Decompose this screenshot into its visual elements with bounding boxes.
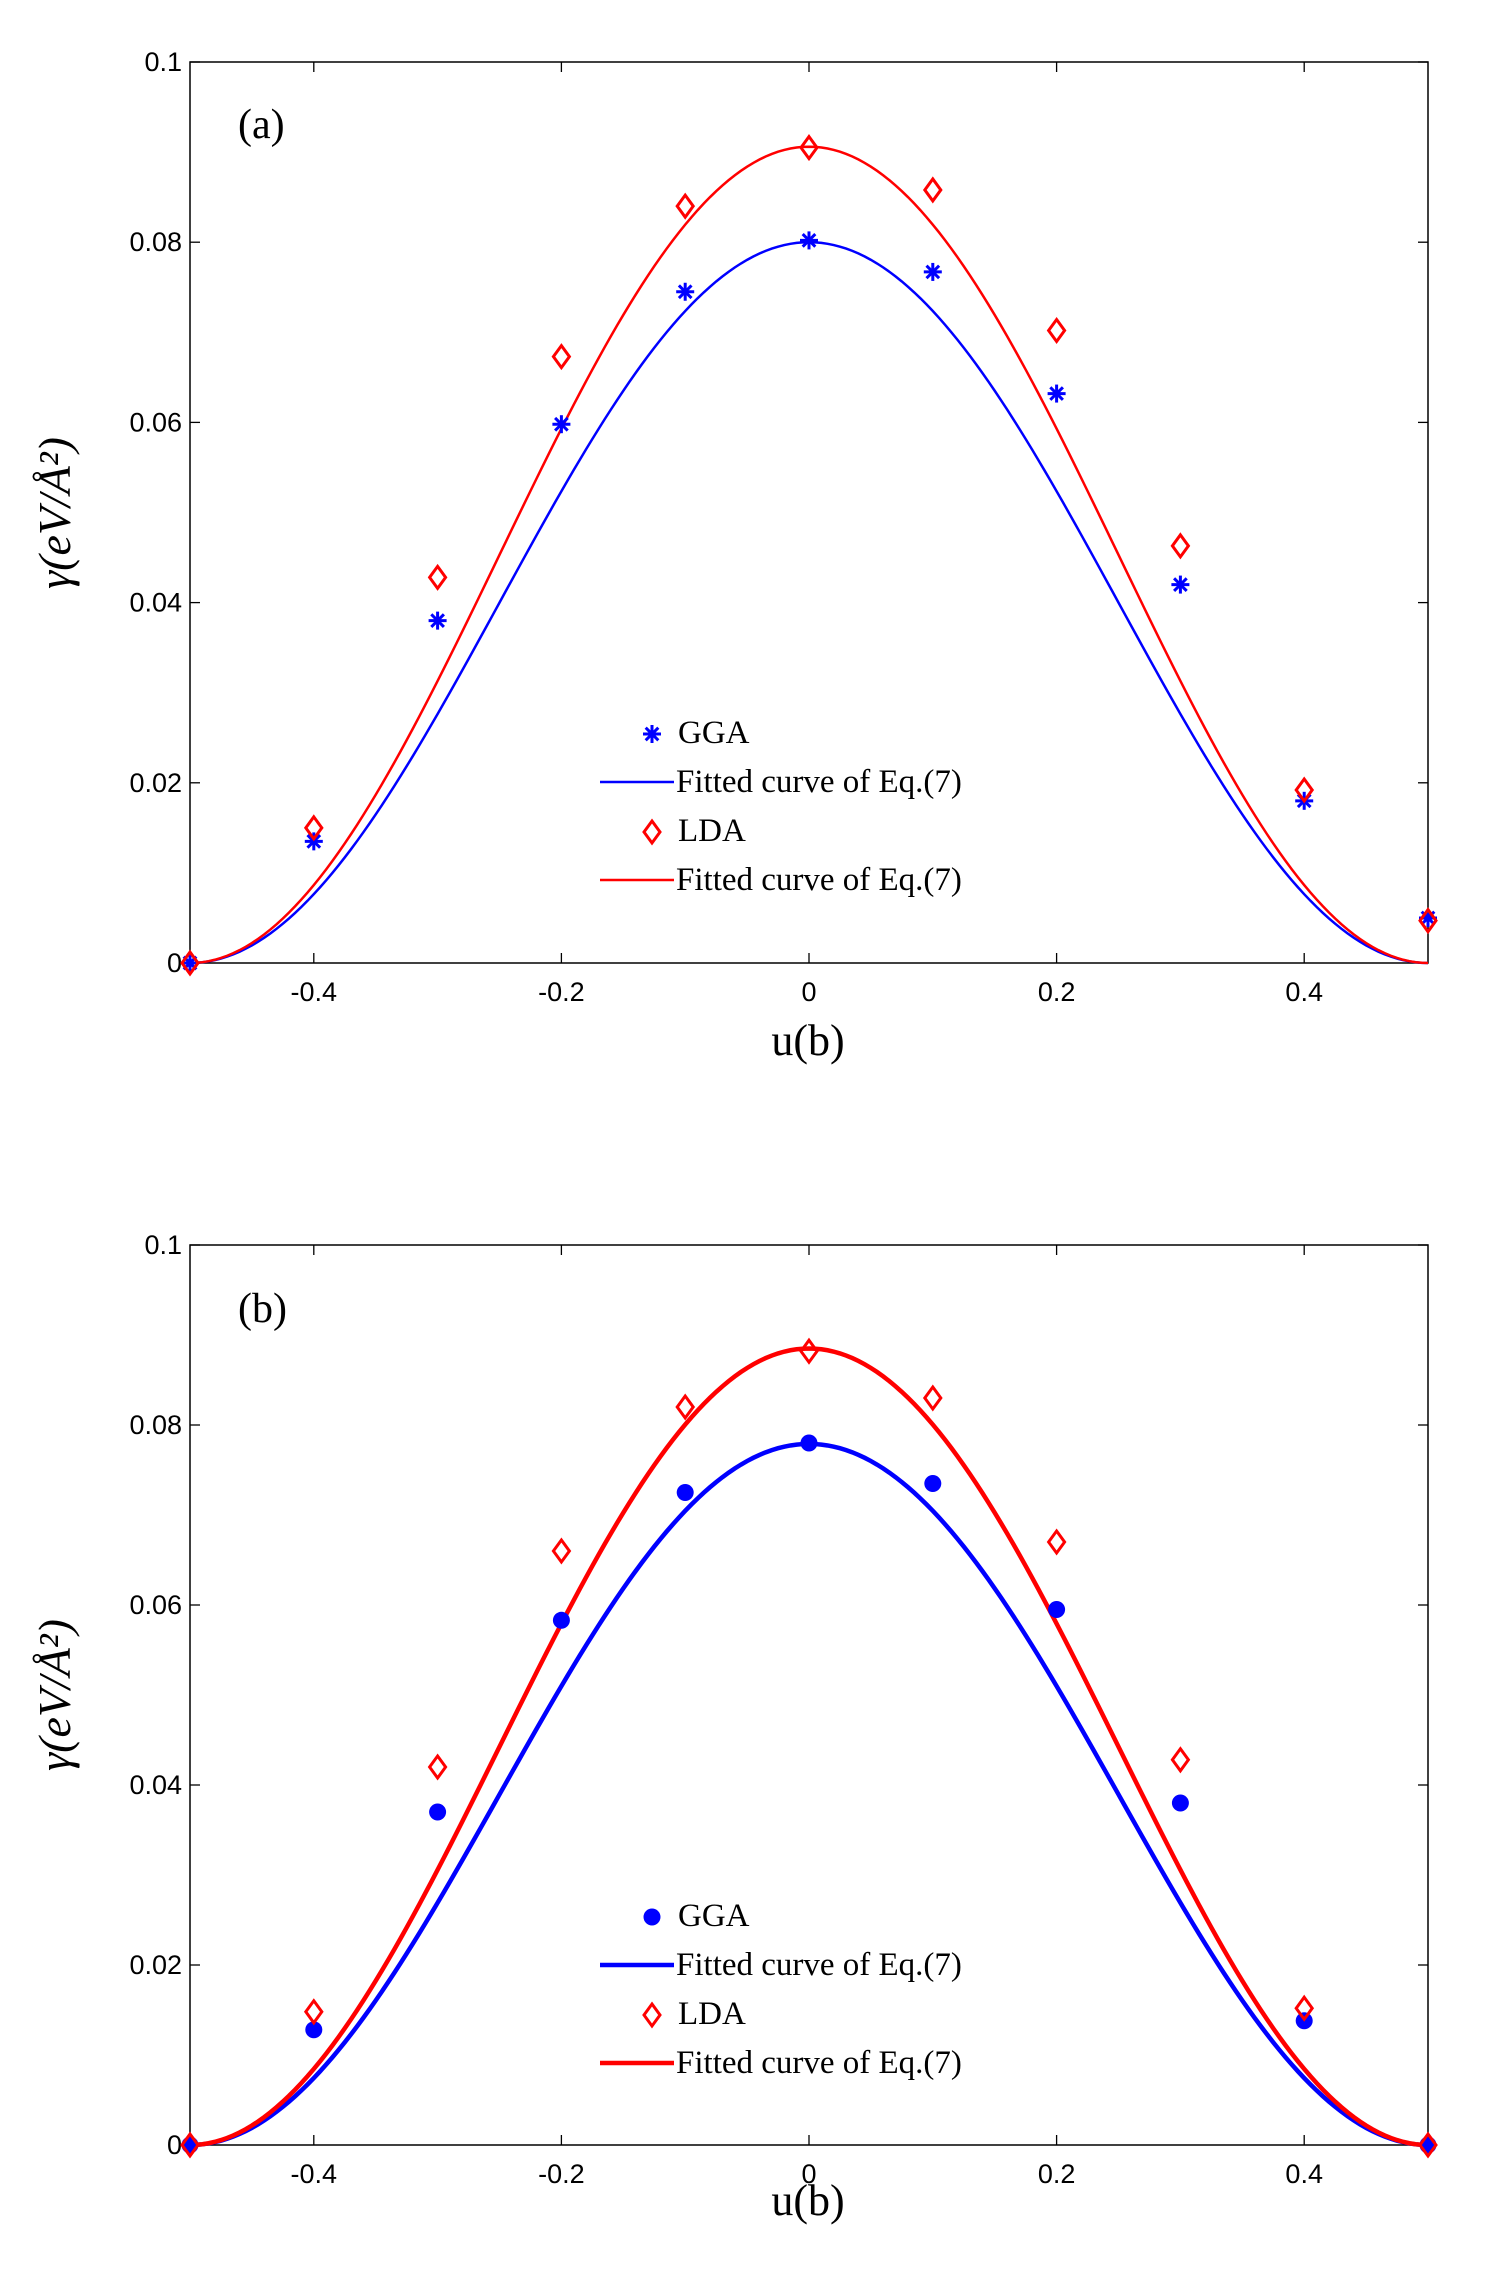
gga-data-point [429, 1803, 447, 1821]
plot-frame [189, 1244, 1429, 2146]
lda-data-point [303, 814, 324, 842]
legend: GGA Fitted curve of Eq.(7) LDA Fitted curve… [600, 715, 962, 898]
lda-data-point [1046, 316, 1067, 345]
gga-data-point [924, 1475, 942, 1492]
lda-data-point [799, 134, 819, 162]
gga-data-point [923, 262, 942, 281]
lda-data-point [1418, 2131, 1438, 2159]
y-tick-label: 0.08 [129, 227, 182, 257]
lda-data-point [551, 1537, 572, 1565]
legend-item: Fitted curve of Eq.(7) [600, 1947, 962, 1983]
gga-data-point [305, 2021, 323, 2039]
plot-frame [189, 61, 1429, 964]
lda-data-point [303, 1998, 324, 2026]
x-axis-label: u(b) [771, 2176, 844, 2225]
chart-panel-a: -0.4 -0.2 0 0.2 0.4 0 0.02 0.04 0.06 0.08 0.1 u(b) γ… [29, 47, 1438, 1065]
y-tick-label: 0.1 [144, 1230, 182, 1260]
lda-data-point [1418, 907, 1438, 935]
y-tick-label: 0.02 [129, 768, 182, 798]
gga-data-point [1047, 384, 1066, 403]
lda-data-point [922, 176, 943, 204]
panel-label: (b) [238, 1286, 287, 1332]
lda-data-point [922, 1384, 943, 1412]
lda-data-point [180, 949, 200, 977]
x-tick-label: 0.2 [1038, 977, 1076, 1007]
gga-data-point [800, 1434, 818, 1452]
x-tick-label: 0.4 [1285, 977, 1323, 1007]
gga-data-point [1171, 575, 1190, 594]
lda-data-point [1170, 532, 1191, 560]
legend-label: LDA [678, 813, 746, 849]
legend-item: Fitted curve of Eq.(7) [600, 764, 962, 800]
legend-marker [642, 818, 662, 846]
gga-data-point [1048, 1601, 1066, 1618]
chart-panel-b: -0.4 -0.2 0 0.2 0.4 0 0.02 0.04 0.06 0.08 0.1 u(b) γ… [29, 1230, 1438, 2225]
x-tick-label: 0 [801, 977, 816, 1007]
legend-marker [643, 725, 661, 743]
legend-item: GGA [643, 715, 750, 751]
legend-label: GGA [678, 715, 750, 751]
legend-item: LDA [642, 813, 746, 849]
y-tick-label: 0.08 [129, 1410, 182, 1440]
lda-data-point [427, 1753, 448, 1781]
y-tick-label: 0.02 [129, 1950, 182, 1980]
legend-label: Fitted curve of Eq.(7) [676, 862, 962, 898]
lda-data-point [799, 1337, 819, 1365]
gga-data-point [676, 1484, 694, 1501]
y-tick-label: 0 [167, 948, 182, 978]
gga-data-point [552, 415, 571, 434]
gga-data-point [428, 611, 447, 630]
y-tick-label: 0.1 [144, 47, 182, 77]
legend-marker [642, 2001, 662, 2029]
legend-label: Fitted curve of Eq.(7) [676, 1947, 962, 1983]
fitted-curve-gga [189, 1441, 1429, 2148]
lda-data-point [1170, 1746, 1191, 1774]
legend-item: LDA [642, 1996, 746, 2032]
legend-label: Fitted curve of Eq.(7) [676, 764, 962, 800]
y-tick-label: 0.06 [129, 407, 182, 437]
x-tick-label: -0.4 [291, 2159, 338, 2189]
x-tick-label: -0.4 [291, 977, 338, 1007]
gga-data-point [1171, 1794, 1189, 1812]
legend-item: Fitted curve of Eq.(7) [600, 2045, 962, 2081]
legend-label: Fitted curve of Eq.(7) [676, 2045, 962, 2081]
y-tick-label: 0.04 [129, 1770, 182, 1800]
gga-data-point [552, 1611, 570, 1629]
legend-item: GGA [643, 1898, 750, 1934]
lda-data-point [427, 563, 448, 591]
lda-data-point [180, 2131, 200, 2159]
lda-data-point [1294, 776, 1315, 804]
x-tick-label: -0.2 [538, 2159, 585, 2189]
y-axis-label: γ(eV/Å²) [29, 437, 80, 589]
lda-data-point [1294, 1994, 1315, 2022]
panel-label: (a) [238, 102, 285, 148]
x-tick-label: 0.2 [1038, 2159, 1076, 2189]
y-tick-label: 0 [167, 2130, 182, 2160]
fitted-curve-lda [189, 145, 1429, 965]
y-tick-label: 0.04 [129, 588, 182, 618]
x-tick-label: 0.4 [1285, 2159, 1323, 2189]
legend-marker [643, 1908, 661, 1926]
x-tick-label: 0 [801, 2159, 816, 2189]
lda-data-point [675, 1393, 696, 1421]
lda-data-point [675, 192, 696, 220]
gga-data-point [676, 282, 695, 301]
legend: GGA Fitted curve of Eq.(7) LDA Fitted curve… [600, 1898, 962, 2081]
x-axis-label: u(b) [771, 1016, 844, 1065]
legend-label: LDA [678, 1996, 746, 2032]
legend-label: GGA [678, 1898, 750, 1934]
gga-data-point [800, 231, 818, 250]
fitted-curve-lda [189, 1346, 1429, 2148]
x-tick-label: -0.2 [538, 977, 585, 1007]
y-tick-label: 0.06 [129, 1590, 182, 1620]
fitted-curve-gga [189, 240, 1429, 965]
lda-data-point [1046, 1528, 1067, 1556]
lda-data-point [551, 343, 572, 371]
y-axis-label: γ(eV/Å²) [29, 1619, 80, 1771]
legend-item: Fitted curve of Eq.(7) [600, 862, 962, 898]
